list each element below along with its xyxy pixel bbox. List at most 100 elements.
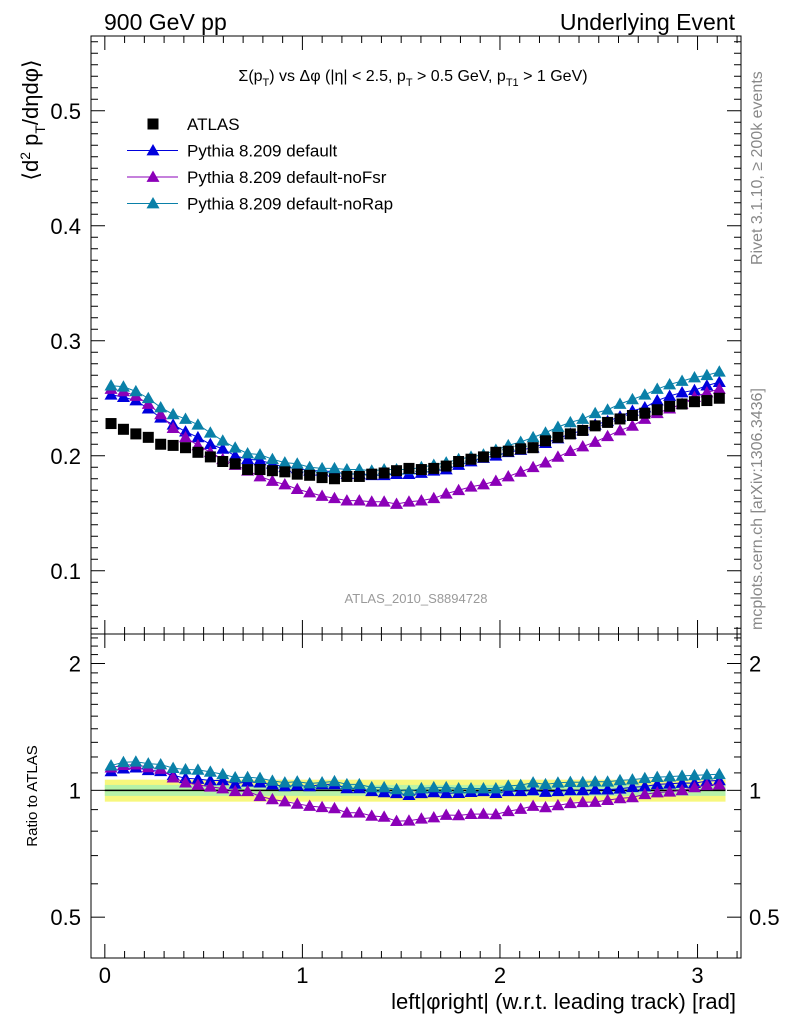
ratio-point-pythia-8-209-default-norap [601,775,615,787]
ratio-point-pythia-8-209-default-norap [203,765,217,777]
ratio-point-pythia-8-209-default-nofsr [563,796,577,809]
data-point-atlas [105,418,117,430]
ratio-point-pythia-8-209-default-nofsr [700,778,714,791]
data-point-pythia-8-209-default-nofsr [179,430,193,443]
ratio-point-pythia-8-209-default-nofsr [427,811,441,823]
ratio-point-pythia-8-209-default-nofsr [663,785,677,797]
data-point-pythia-8-209-default-nofsr [352,494,366,506]
ratio-point-pythia-8-209-default-norap [464,782,478,794]
main-panel-title: Σ(pT) vs Δφ (|η| < 2.5, pT > 0.5 GeV, pT… [238,68,587,89]
main-panel-ylabel: ⟨d2 pT/dηdφ⟩ [17,59,48,180]
data-point-pythia-8-209-default-norap [327,461,341,474]
main-y-tick-label: 0.4 [50,214,81,239]
ratio-point-pythia-8-209-default-norap [514,778,528,790]
data-point-pythia-8-209-default [104,388,118,400]
ratio-point-pythia-8-209-default-norap [650,770,664,782]
data-point-atlas [502,445,514,457]
rivet-version-label: Rivet 3.1.10, ≥ 200k events [749,71,766,265]
data-point-pythia-8-209-default [687,383,701,396]
data-point-pythia-8-209-default-nofsr [166,421,180,434]
ratio-y-tick-label-left: 0.5 [50,905,81,930]
ratio-point-pythia-8-209-default-norap [402,784,416,797]
data-point-atlas [440,460,452,472]
data-point-pythia-8-209-default-nofsr [402,495,416,507]
ratio-point-pythia-8-209-default [514,784,528,797]
data-point-pythia-8-209-default-nofsr [265,474,279,486]
ratio-point-pythia-8-209-default-nofsr [365,809,379,821]
ratio-point-pythia-8-209-default [675,776,689,788]
legend-marker-pythia-8-209-default-nofsr [146,170,160,182]
ratio-point-pythia-8-209-default-norap [700,768,714,780]
data-point-pythia-8-209-default-norap [315,461,329,474]
data-point-pythia-8-209-default [253,453,267,466]
ratio-point-pythia-8-209-default [551,784,565,797]
ratio-point-pythia-8-209-default-nofsr [675,783,689,796]
data-point-pythia-8-209-default [203,437,217,450]
data-point-atlas [291,468,303,480]
ratio-point-pythia-8-209-default-nofsr [228,784,242,797]
ratio-point-pythia-8-209-default-norap [365,780,379,793]
ratio-point-pythia-8-209-default-norap [241,770,255,783]
ratio-point-pythia-8-209-default-norap [613,773,627,786]
data-point-pythia-8-209-default-norap [104,379,118,391]
data-point-pythia-8-209-default-nofsr [489,474,503,486]
ratio-point-pythia-8-209-default-norap [327,774,341,787]
data-point-pythia-8-209-default [116,390,130,402]
ratio-point-pythia-8-209-default-norap [663,770,677,782]
ratio-point-pythia-8-209-default [650,777,664,790]
data-point-atlas [713,392,725,404]
data-point-atlas [391,465,403,477]
data-point-pythia-8-209-default-norap [563,415,577,428]
data-point-atlas [515,443,527,455]
ratio-point-pythia-8-209-default-norap [638,771,652,784]
data-point-atlas [664,400,676,412]
ratio-point-pythia-8-209-default-nofsr [526,799,540,811]
data-point-pythia-8-209-default [712,375,726,388]
data-point-pythia-8-209-default-nofsr [141,397,155,409]
ratio-point-pythia-8-209-default-norap [377,780,391,793]
legend-marker-atlas [147,118,159,130]
ratio-point-pythia-8-209-default-nofsr [638,787,652,800]
ratio-point-pythia-8-209-default-norap [265,774,279,786]
data-point-pythia-8-209-default-norap [712,365,726,377]
ratio-y-tick-label-right: 2 [749,652,761,677]
data-point-pythia-8-209-default-nofsr [452,483,466,496]
ratio-point-pythia-8-209-default-norap [625,773,639,785]
data-point-atlas [639,407,651,419]
data-point-pythia-8-209-default-nofsr [390,497,404,509]
data-point-atlas [304,469,316,481]
ratio-point-pythia-8-209-default-nofsr [216,782,230,794]
data-point-pythia-8-209-default-nofsr [712,382,726,394]
analysis-watermark: ATLAS_2010_S8894728 [345,591,488,606]
data-point-atlas [328,473,340,485]
ratio-y-tick-label-left: 1 [69,778,81,803]
data-point-pythia-8-209-default-norap [216,434,230,446]
ratio-point-pythia-8-209-default-norap [253,771,267,784]
data-point-pythia-8-209-default-norap [601,403,615,415]
legend-label-pythia-8-209-default: Pythia 8.209 default [187,142,338,161]
data-point-atlas [142,431,154,443]
ratio-point-pythia-8-209-default [228,777,242,789]
data-point-pythia-8-209-default-nofsr [340,494,354,506]
data-point-atlas [316,472,328,484]
ratio-point-pythia-8-209-default [613,782,627,794]
ratio-point-pythia-8-209-default-norap [191,763,205,775]
data-point-atlas [279,466,291,478]
ratio-point-pythia-8-209-default-norap [340,777,354,790]
data-point-pythia-8-209-default-nofsr [551,450,565,462]
data-point-pythia-8-209-default-norap [241,446,255,459]
x-tick-label: 0 [99,963,111,988]
ratio-y-tick-label-right: 1 [749,778,761,803]
data-point-pythia-8-209-default-nofsr [278,478,292,490]
ratio-point-pythia-8-209-default-nofsr [402,814,416,826]
ratio-point-pythia-8-209-default-norap [141,757,155,769]
data-point-pythia-8-209-default [191,430,205,443]
data-point-atlas [117,423,129,435]
ratio-point-pythia-8-209-default-nofsr [514,802,528,814]
data-point-pythia-8-209-default-norap [675,374,689,386]
ratio-point-pythia-8-209-default-nofsr [290,797,304,809]
data-point-atlas [229,458,241,470]
data-point-pythia-8-209-default [228,449,242,461]
ratio-point-pythia-8-209-default-norap [489,782,503,794]
legend-marker-pythia-8-209-default [146,144,160,156]
